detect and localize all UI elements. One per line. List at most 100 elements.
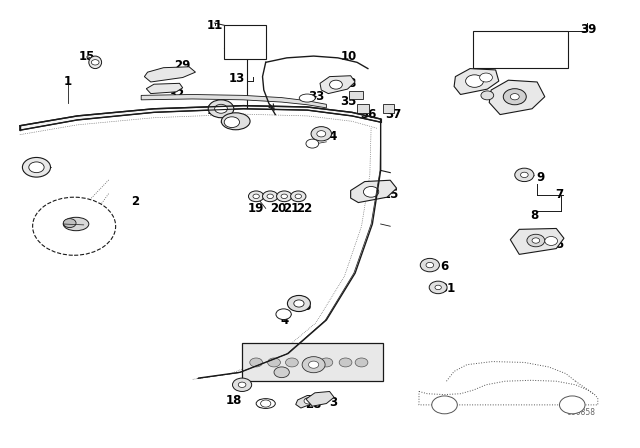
- Circle shape: [308, 361, 319, 368]
- Text: 19: 19: [248, 202, 264, 215]
- Polygon shape: [296, 396, 320, 408]
- Text: 9: 9: [536, 171, 545, 184]
- Text: 26: 26: [220, 112, 236, 125]
- Bar: [383, 104, 394, 113]
- Polygon shape: [489, 80, 545, 115]
- Text: 4: 4: [281, 314, 289, 327]
- Circle shape: [306, 139, 319, 148]
- Circle shape: [224, 117, 239, 128]
- Circle shape: [304, 398, 313, 404]
- Circle shape: [294, 300, 304, 307]
- Circle shape: [435, 285, 442, 290]
- Circle shape: [520, 172, 528, 177]
- Circle shape: [429, 281, 447, 294]
- Polygon shape: [320, 76, 355, 94]
- Circle shape: [285, 358, 298, 367]
- Circle shape: [320, 358, 333, 367]
- Text: 31: 31: [440, 282, 456, 295]
- Text: 29: 29: [175, 59, 191, 72]
- Text: 7: 7: [556, 189, 564, 202]
- Text: 25: 25: [382, 189, 399, 202]
- Text: 38: 38: [340, 77, 357, 90]
- Circle shape: [291, 191, 306, 202]
- Circle shape: [481, 91, 493, 100]
- Bar: [349, 91, 363, 99]
- Circle shape: [29, 162, 44, 172]
- Text: 6: 6: [440, 260, 449, 273]
- Circle shape: [303, 358, 316, 367]
- Circle shape: [268, 358, 280, 367]
- Circle shape: [426, 263, 434, 268]
- Circle shape: [92, 60, 99, 65]
- Text: 37: 37: [385, 108, 401, 121]
- Text: 13: 13: [229, 72, 245, 86]
- Circle shape: [510, 94, 519, 100]
- Circle shape: [248, 191, 264, 202]
- Circle shape: [515, 168, 534, 181]
- Bar: [242, 343, 383, 381]
- Circle shape: [232, 378, 252, 392]
- Bar: [357, 104, 369, 113]
- Polygon shape: [141, 95, 326, 108]
- Circle shape: [302, 357, 325, 373]
- Ellipse shape: [300, 94, 316, 102]
- Text: 14: 14: [207, 103, 223, 116]
- Polygon shape: [306, 392, 334, 406]
- Circle shape: [432, 396, 458, 414]
- Circle shape: [250, 358, 262, 367]
- Circle shape: [208, 100, 234, 118]
- Text: 000858: 000858: [567, 408, 596, 417]
- Text: 22: 22: [296, 202, 312, 215]
- Ellipse shape: [221, 113, 250, 130]
- Polygon shape: [20, 106, 381, 130]
- Text: 16: 16: [296, 300, 312, 313]
- Text: 32: 32: [168, 88, 184, 101]
- Text: 27: 27: [257, 398, 274, 411]
- Circle shape: [274, 367, 289, 378]
- Circle shape: [262, 191, 278, 202]
- Polygon shape: [454, 69, 499, 95]
- Text: 36: 36: [360, 108, 376, 121]
- Text: 11: 11: [207, 19, 223, 32]
- Circle shape: [364, 186, 379, 197]
- Text: 5: 5: [556, 237, 564, 250]
- Circle shape: [559, 396, 585, 414]
- Text: 10: 10: [340, 50, 357, 63]
- Bar: [473, 31, 568, 68]
- Ellipse shape: [89, 56, 102, 69]
- Text: 30: 30: [308, 349, 325, 362]
- Text: 3: 3: [329, 396, 337, 409]
- Circle shape: [420, 258, 440, 272]
- Circle shape: [355, 358, 368, 367]
- Text: 21: 21: [283, 202, 300, 215]
- Circle shape: [311, 127, 332, 141]
- Ellipse shape: [63, 217, 89, 231]
- Bar: [224, 25, 266, 59]
- Circle shape: [317, 131, 326, 137]
- Text: 15: 15: [79, 50, 95, 63]
- Ellipse shape: [256, 399, 275, 409]
- Text: 2: 2: [131, 195, 139, 208]
- Text: 39: 39: [580, 23, 596, 36]
- Text: 28: 28: [305, 398, 322, 411]
- Circle shape: [287, 296, 310, 311]
- Polygon shape: [147, 83, 182, 94]
- Circle shape: [214, 104, 227, 113]
- Circle shape: [339, 358, 352, 367]
- Text: 18: 18: [226, 394, 242, 407]
- Circle shape: [253, 194, 259, 198]
- Text: 17: 17: [21, 162, 38, 175]
- Text: 24: 24: [475, 77, 491, 90]
- Circle shape: [238, 382, 246, 388]
- Circle shape: [33, 197, 116, 255]
- Circle shape: [330, 80, 342, 89]
- Circle shape: [267, 194, 273, 198]
- Text: 34: 34: [321, 130, 338, 143]
- Text: 23: 23: [494, 41, 510, 54]
- Circle shape: [22, 157, 51, 177]
- Polygon shape: [510, 228, 564, 254]
- Polygon shape: [351, 180, 397, 202]
- Circle shape: [479, 73, 492, 82]
- Circle shape: [276, 191, 292, 202]
- Circle shape: [503, 89, 526, 105]
